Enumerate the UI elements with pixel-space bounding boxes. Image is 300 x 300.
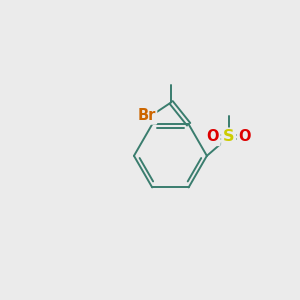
Text: Br: Br [137, 108, 155, 123]
Text: O: O [238, 129, 251, 144]
Text: S: S [223, 129, 235, 144]
Text: O: O [206, 129, 219, 144]
